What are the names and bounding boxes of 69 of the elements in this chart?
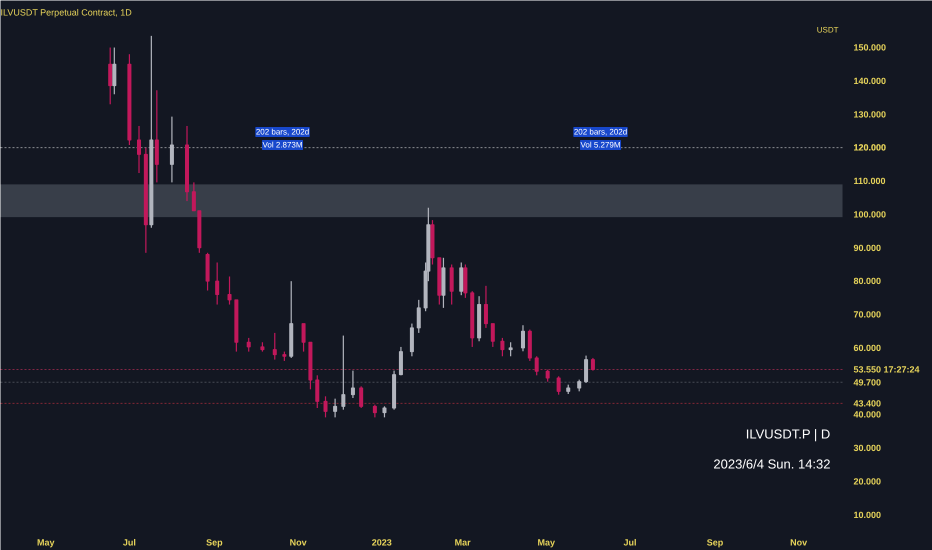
candlestick — [302, 322, 306, 352]
candlestick — [260, 342, 264, 352]
x-tick-label: Jul — [623, 538, 636, 548]
x-tick-label: 2023 — [372, 538, 392, 548]
candlestick — [556, 376, 561, 396]
candlestick — [382, 406, 386, 418]
candlestick — [410, 322, 414, 357]
candlestick — [490, 322, 495, 348]
candlestick — [341, 334, 346, 410]
ref-line-label: 43.400 — [854, 398, 882, 408]
y-tick-label: 130.000 — [854, 109, 886, 120]
annotation: 2023/6/4 Sun. 14:32 — [713, 456, 831, 472]
y-tick-label: 100.000 — [854, 209, 886, 220]
candlestick — [546, 369, 550, 382]
candlestick — [246, 337, 251, 352]
x-tick-label: Mar — [454, 538, 472, 548]
x-tick-label: May — [538, 538, 556, 548]
candlestick — [333, 398, 338, 418]
y-tick-label: 150.000 — [854, 42, 886, 53]
candlestick — [350, 370, 355, 399]
candlestick — [459, 262, 464, 296]
y-tick-label: 80.000 — [854, 276, 882, 286]
y-tick-label: 90.000 — [854, 242, 882, 253]
y-tick-label: 20.000 — [854, 476, 882, 486]
annotation: 202 bars, 202d Vol 2.873M — [256, 128, 310, 150]
candlestick — [508, 342, 513, 357]
candlestick — [584, 355, 588, 384]
candlestick — [315, 374, 320, 409]
candlestick — [108, 46, 112, 105]
y-tick-label: 110.000 — [854, 176, 886, 186]
candlestick — [112, 46, 116, 95]
y-tick-label: 30.000 — [854, 443, 882, 454]
ref-line-label: 120.000 — [854, 142, 886, 153]
candlestick — [590, 357, 595, 372]
candlestick — [416, 299, 421, 334]
candlestick — [520, 324, 525, 352]
candlestick — [484, 285, 488, 329]
y-tick-label: 40.000 — [854, 410, 882, 420]
y-tick-label: 140.000 — [854, 76, 886, 86]
ref-line-label: 49.700 — [854, 377, 882, 388]
x-tick-label: Sep — [206, 538, 224, 548]
candlestick — [136, 125, 142, 174]
ref-line-label: 53.550 17:27:24 — [854, 364, 920, 374]
annotation: 202 bars, 202d Vol 5.279M — [574, 128, 628, 150]
candlestick — [359, 386, 364, 409]
candlestick — [282, 351, 286, 362]
candlestick — [534, 356, 539, 376]
candlestick — [272, 332, 277, 360]
candlestick — [170, 116, 174, 183]
candlestick — [215, 262, 220, 306]
candlestick — [577, 379, 582, 392]
candlestick — [398, 346, 403, 376]
candlestick — [566, 384, 570, 395]
x-tick-label: Nov — [290, 538, 307, 548]
annotation: ILVUSDT.P | D — [746, 426, 830, 442]
chart-title: ILVUSDT Perpetual Contract, 1D — [0, 8, 132, 18]
candlestick — [372, 404, 377, 418]
y-axis-title: USDT — [816, 26, 839, 34]
x-tick-label: May — [37, 538, 55, 548]
y-tick-label: 70.000 — [854, 310, 882, 320]
candlestick — [500, 337, 504, 357]
candlestick — [450, 264, 454, 306]
x-tick-label: Sep — [706, 538, 724, 548]
y-tick-label: 10.000 — [854, 510, 882, 520]
candlestick — [324, 396, 328, 418]
y-tick-label: 60.000 — [854, 342, 882, 353]
candlestick — [228, 276, 232, 306]
x-tick-label: Jul — [122, 538, 136, 548]
x-tick-label: Nov — [790, 538, 808, 548]
